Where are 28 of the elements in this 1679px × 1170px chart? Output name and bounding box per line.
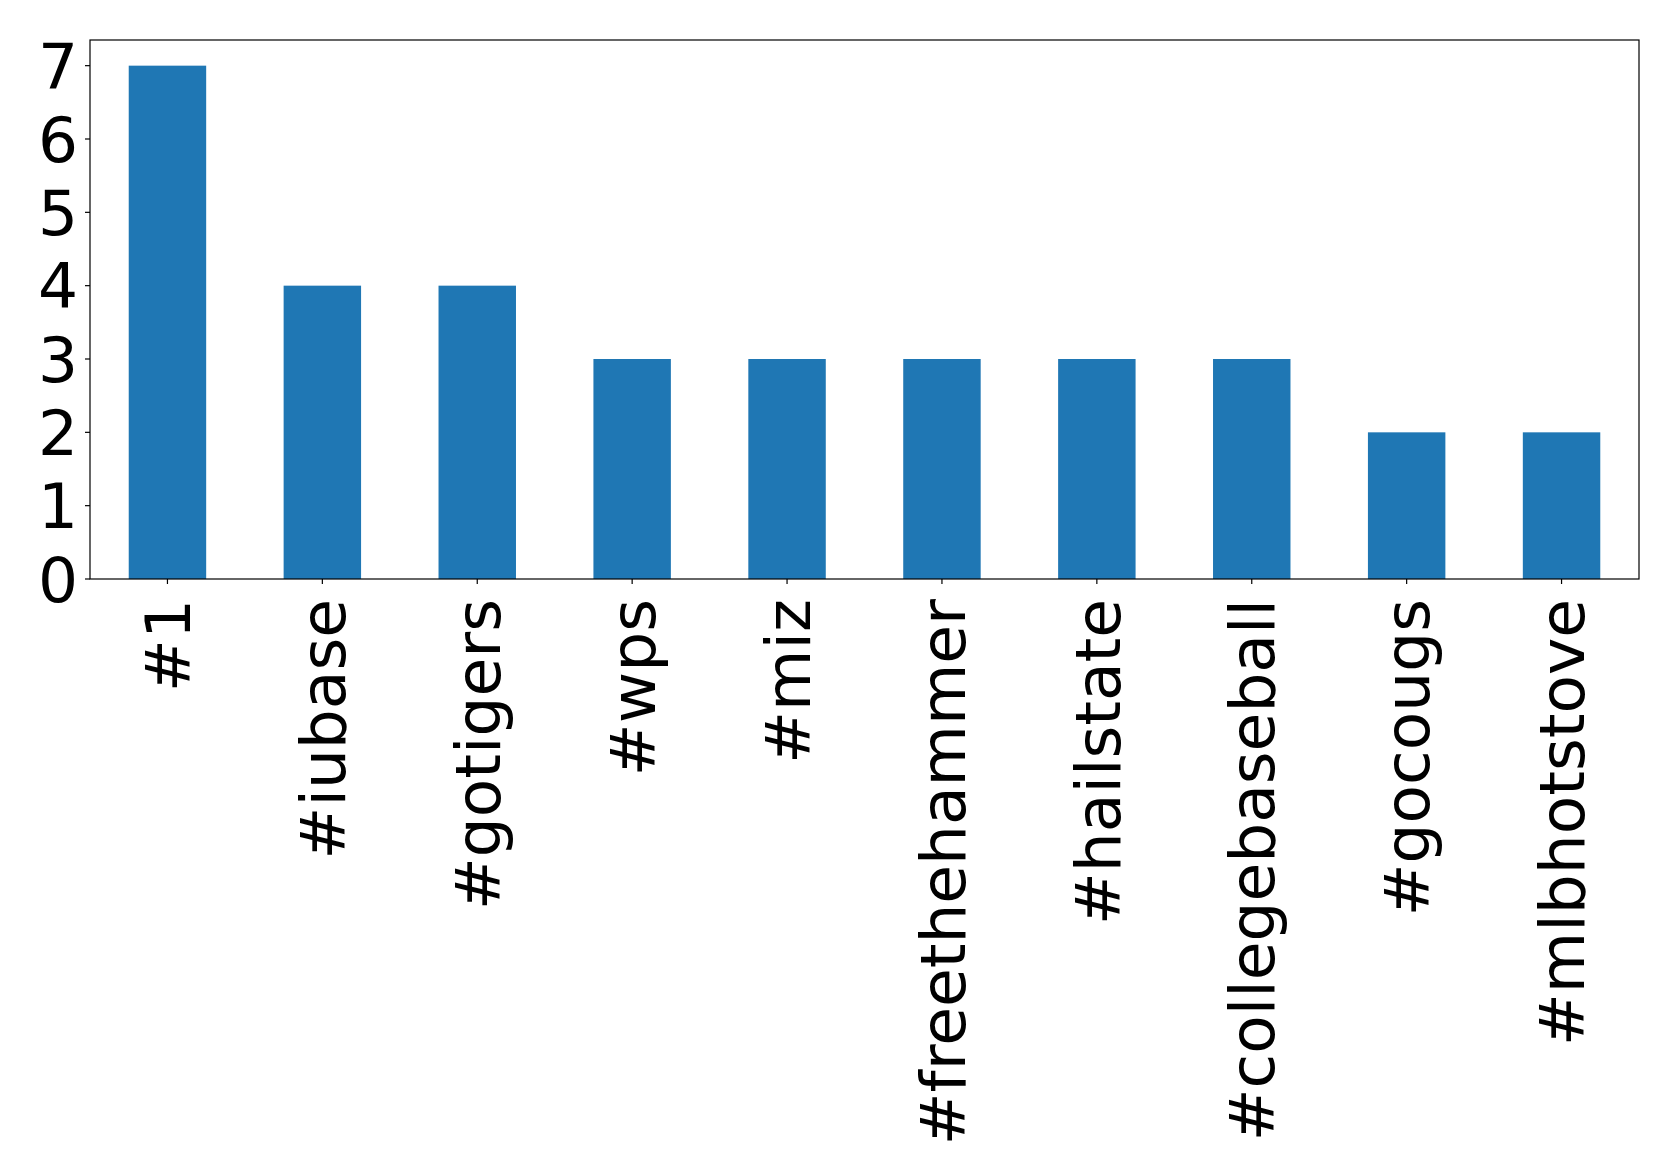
- bar: [748, 359, 826, 579]
- y-tick-label: 6: [37, 103, 78, 177]
- y-tick-label: 7: [37, 30, 78, 104]
- y-tick-label: 4: [37, 250, 78, 324]
- y-tick-label: 5: [37, 177, 78, 251]
- x-tick-label: #gocougs: [1371, 599, 1445, 917]
- y-tick-label: 2: [37, 397, 78, 471]
- bar: [128, 65, 207, 579]
- x-tick-label: #miz: [751, 599, 825, 764]
- x-tick-label: #1: [132, 599, 206, 692]
- x-tick-label: #hailstate: [1061, 599, 1135, 925]
- bar: [1522, 432, 1601, 579]
- x-tick-label: #freethehammer: [906, 598, 980, 1146]
- x-tick-label: #gotigers: [441, 599, 515, 911]
- bar: [438, 285, 516, 579]
- x-tick-label: #wps: [596, 599, 670, 777]
- y-tick-label: 0: [37, 543, 78, 617]
- x-tick-label: #collegebaseball: [1216, 599, 1290, 1142]
- bar: [1213, 359, 1291, 579]
- y-tick-label: 1: [37, 470, 78, 544]
- bar: [903, 359, 981, 579]
- y-tick-label: 3: [37, 323, 78, 397]
- x-tick-label: #iubase: [287, 599, 361, 860]
- x-tick-label: #mlbhotstove: [1526, 599, 1600, 1046]
- bar: [1058, 359, 1136, 579]
- bar: [593, 359, 671, 579]
- bar: [1367, 432, 1446, 579]
- bar: [283, 285, 362, 579]
